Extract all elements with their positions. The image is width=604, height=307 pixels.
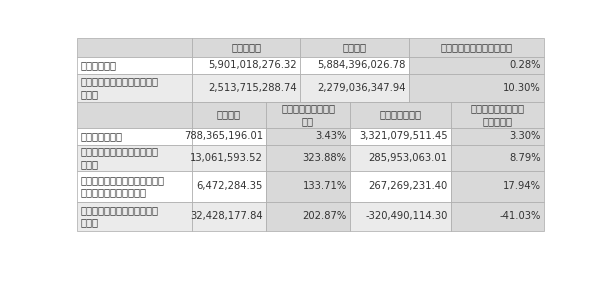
Text: 上年度末: 上年度末 <box>342 43 367 52</box>
Bar <box>191 128 266 145</box>
Bar <box>191 171 266 202</box>
Bar <box>77 102 191 128</box>
Text: -41.03%: -41.03% <box>499 211 541 221</box>
Bar <box>300 57 409 74</box>
Bar <box>350 171 451 202</box>
Bar <box>350 145 451 171</box>
Bar <box>266 202 350 231</box>
Text: 3,321,079,511.45: 3,321,079,511.45 <box>359 131 448 141</box>
Bar <box>350 102 451 128</box>
Bar <box>300 74 409 102</box>
Bar <box>77 128 191 145</box>
Text: 13,061,593.52: 13,061,593.52 <box>190 153 263 163</box>
Bar <box>409 38 544 57</box>
Text: 5,901,018,276.32: 5,901,018,276.32 <box>208 60 297 70</box>
Bar <box>266 128 350 145</box>
Bar <box>191 202 266 231</box>
Bar <box>350 128 451 145</box>
Bar <box>451 128 544 145</box>
Bar <box>266 171 350 202</box>
Text: 本报告期末比上年度末增减: 本报告期末比上年度末增减 <box>440 43 512 52</box>
Bar <box>266 102 350 128</box>
Bar <box>350 202 451 231</box>
Text: 17.94%: 17.94% <box>503 181 541 191</box>
Text: 总资产（元）: 总资产（元） <box>81 60 117 70</box>
Bar <box>451 102 544 128</box>
Bar <box>191 38 300 57</box>
Text: 0.28%: 0.28% <box>509 60 541 70</box>
Text: 年初至报告期末比上
年同期增减: 年初至报告期末比上 年同期增减 <box>470 103 524 126</box>
Text: 8.79%: 8.79% <box>509 153 541 163</box>
Text: 5,884,396,026.78: 5,884,396,026.78 <box>317 60 406 70</box>
Bar <box>266 145 350 171</box>
Text: 2,513,715,288.74: 2,513,715,288.74 <box>208 83 297 93</box>
Text: 本报告期: 本报告期 <box>217 110 241 120</box>
Bar <box>191 57 300 74</box>
Text: 归属于上市公司股东的净资产
（元）: 归属于上市公司股东的净资产 （元） <box>81 76 159 99</box>
Bar <box>191 74 300 102</box>
Text: 10.30%: 10.30% <box>503 83 541 93</box>
Bar <box>77 57 191 74</box>
Text: 本报告期比上年同期
增减: 本报告期比上年同期 增减 <box>281 103 335 126</box>
Text: 归属于上市公司股东的净利润
（元）: 归属于上市公司股东的净利润 （元） <box>81 146 159 169</box>
Text: 年初至报告期末: 年初至报告期末 <box>379 110 421 120</box>
Bar <box>77 171 191 202</box>
Bar <box>451 171 544 202</box>
Bar <box>191 102 266 128</box>
Bar <box>300 38 409 57</box>
Bar <box>409 57 544 74</box>
Bar <box>77 202 191 231</box>
Text: 6,472,284.35: 6,472,284.35 <box>197 181 263 191</box>
Text: 3.30%: 3.30% <box>509 131 541 141</box>
Text: 202.87%: 202.87% <box>303 211 347 221</box>
Text: 133.71%: 133.71% <box>303 181 347 191</box>
Bar <box>77 74 191 102</box>
Bar <box>409 74 544 102</box>
Bar <box>451 202 544 231</box>
Text: 788,365,196.01: 788,365,196.01 <box>184 131 263 141</box>
Bar <box>77 38 191 57</box>
Text: 经营活动产生的现金流量净额
（元）: 经营活动产生的现金流量净额 （元） <box>81 205 159 227</box>
Text: 267,269,231.40: 267,269,231.40 <box>368 181 448 191</box>
Text: 归属于上市公司股东的扣除非经
常性损益的净利润（元）: 归属于上市公司股东的扣除非经 常性损益的净利润（元） <box>81 175 165 197</box>
Text: 3.43%: 3.43% <box>315 131 347 141</box>
Text: 32,428,177.84: 32,428,177.84 <box>190 211 263 221</box>
Bar <box>451 145 544 171</box>
Text: -320,490,114.30: -320,490,114.30 <box>365 211 448 221</box>
Text: 2,279,036,347.94: 2,279,036,347.94 <box>317 83 406 93</box>
Bar <box>191 145 266 171</box>
Text: 285,953,063.01: 285,953,063.01 <box>368 153 448 163</box>
Text: 323.88%: 323.88% <box>303 153 347 163</box>
Bar <box>77 145 191 171</box>
Text: 营业收入（元）: 营业收入（元） <box>81 131 123 141</box>
Text: 本报告期末: 本报告期末 <box>231 43 261 52</box>
